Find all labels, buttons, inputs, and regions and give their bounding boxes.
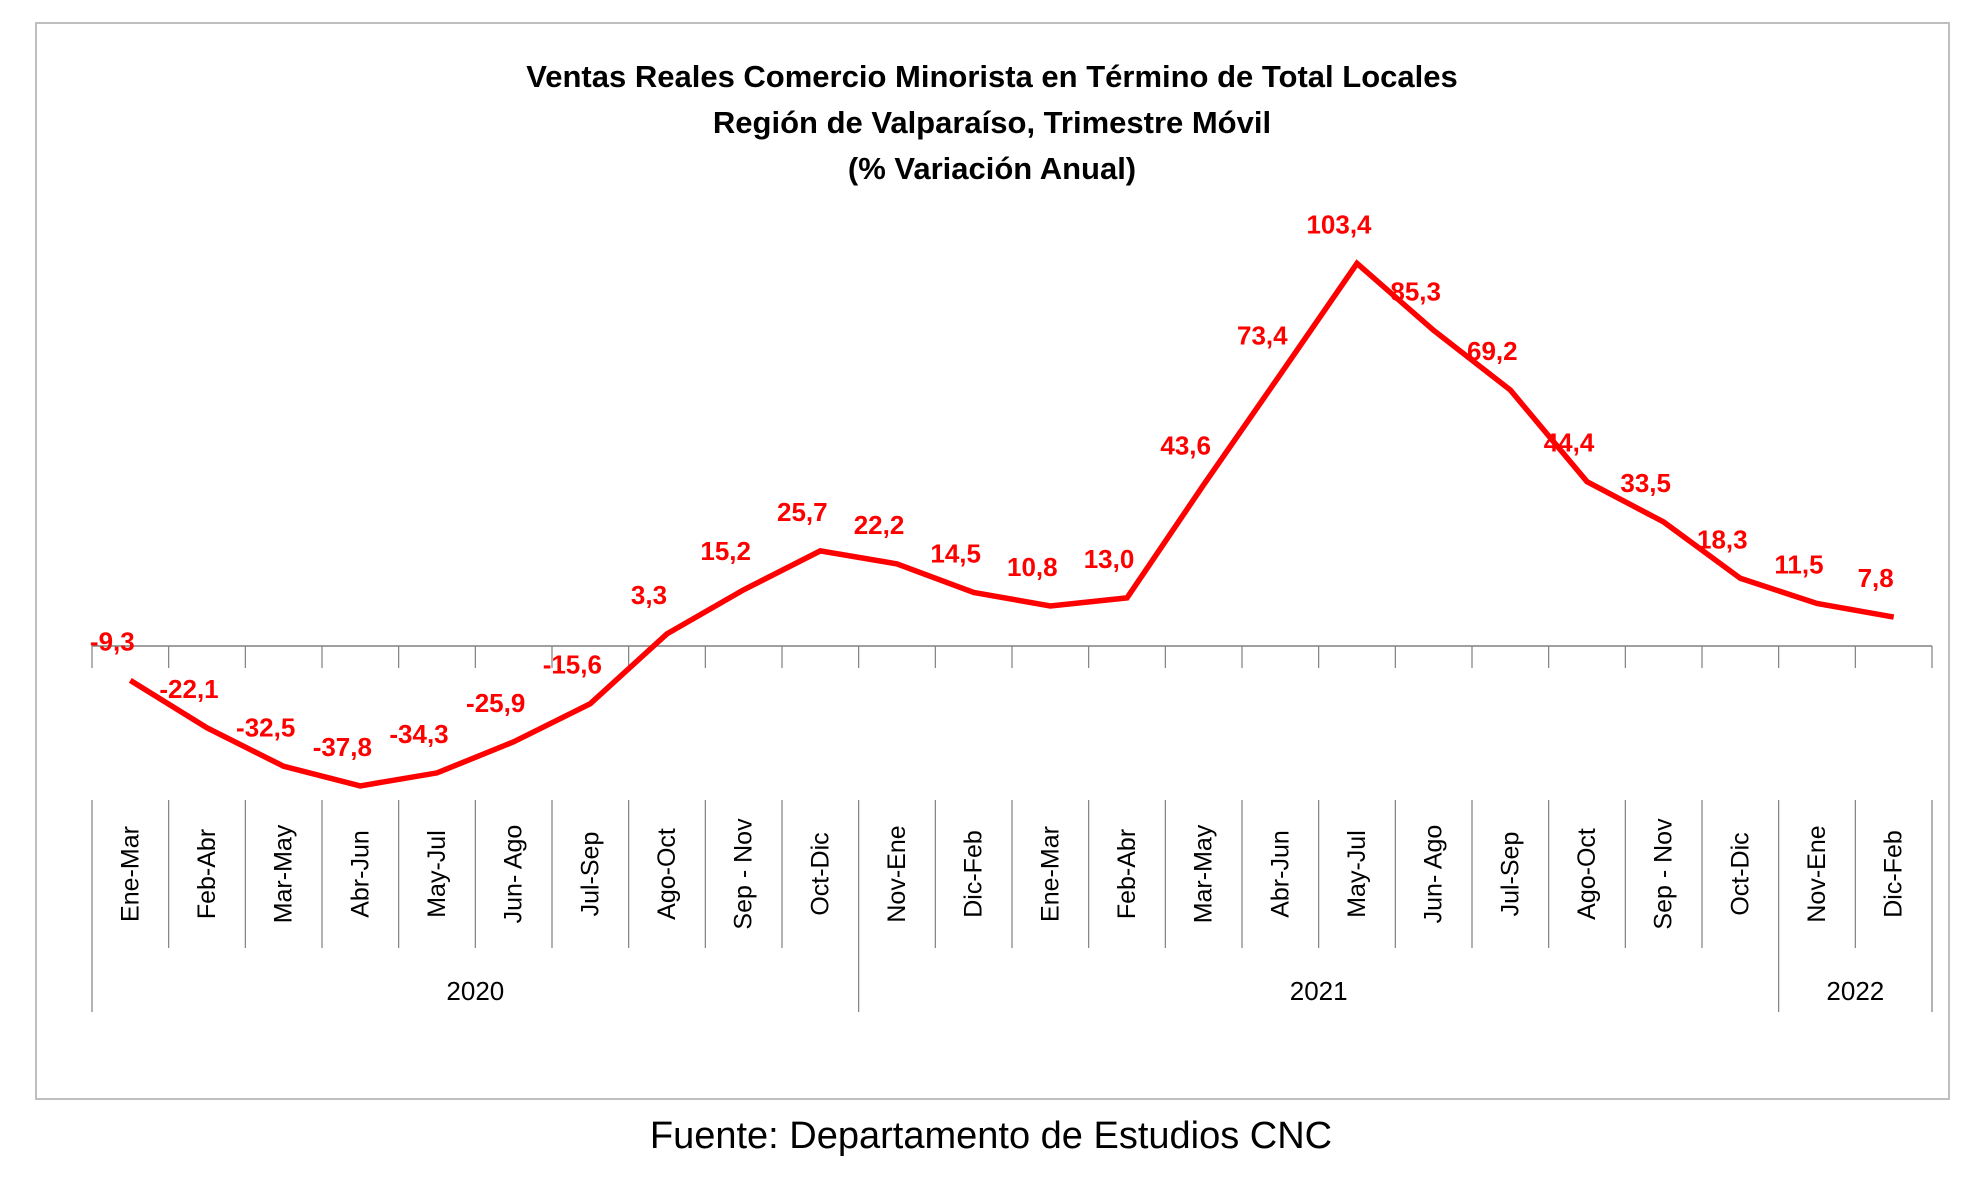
data-label: 73,4: [1237, 320, 1288, 350]
x-tick-label: Ene-Mar: [116, 826, 144, 922]
series-line-group: [128, 259, 1895, 789]
source-note: Fuente: Departamento de Estudios CNC: [649, 1115, 1333, 1157]
x-tick-label: May-Jul: [423, 830, 451, 918]
data-label: 10,8: [1007, 552, 1058, 582]
data-label: 25,7: [777, 497, 828, 527]
data-label: 22,2: [854, 510, 905, 540]
x-tick-label: Ene-Mar: [1036, 826, 1064, 922]
data-label: -15,6: [543, 650, 602, 680]
chart-title-line: Región de Valparaíso, Trimestre Móvil: [713, 105, 1271, 140]
data-label: 85,3: [1390, 276, 1441, 306]
x-tick-label: Ago-Oct: [653, 828, 681, 920]
year-label: 2020: [446, 976, 504, 1006]
data-label: 3,3: [631, 580, 667, 610]
data-label: -25,9: [466, 688, 525, 718]
x-tick-label: Dic-Feb: [960, 830, 988, 918]
data-label: 44,4: [1544, 428, 1595, 458]
x-tick-label: Feb-Abr: [1113, 829, 1141, 919]
chart-title-line: Ventas Reales Comercio Minorista en Térm…: [526, 59, 1457, 94]
x-tick-label: Dic-Feb: [1880, 830, 1908, 918]
data-label: -32,5: [236, 712, 295, 742]
series-line: [128, 259, 1895, 789]
data-label: 13,0: [1084, 544, 1135, 574]
x-tick-label: Feb-Abr: [193, 829, 221, 919]
chart-title: Ventas Reales Comercio Minorista en Térm…: [526, 59, 1457, 186]
x-tick-label: May-Jul: [1343, 830, 1371, 918]
data-label: 7,8: [1858, 563, 1894, 593]
x-tick-label: Oct-Dic: [806, 832, 834, 915]
x-tick-label: Jun- Ago: [1420, 825, 1448, 924]
x-tick-label: Jul-Sep: [576, 832, 604, 917]
data-label: -34,3: [389, 719, 448, 749]
data-labels: -9,3 -22,1 -32,5 -37,8 -34,3 -25,9 -15,6 3,3 15,…: [90, 209, 1894, 761]
data-label: 18,3: [1697, 524, 1748, 554]
x-axis: Ene-Mar Feb-Abr Mar-May Abr-Jun May-Jul Jun- …: [91, 645, 1933, 1012]
year-label: 2022: [1826, 976, 1884, 1006]
chart-frame: [35, 22, 1950, 1100]
data-label: -37,8: [313, 732, 372, 762]
data-label: 103,4: [1306, 209, 1372, 239]
data-label: -22,1: [159, 674, 218, 704]
x-tick-label: Mar-May: [1190, 824, 1218, 923]
data-label: -9,3: [90, 626, 135, 656]
year-label: 2021: [1290, 976, 1348, 1006]
x-tick-label: Abr-Jun: [346, 830, 374, 918]
x-tick-label: Abr-Jun: [1266, 830, 1294, 918]
data-label: 15,2: [700, 536, 751, 566]
data-label: 43,6: [1160, 431, 1211, 461]
x-tick-label: Jul-Sep: [1496, 832, 1524, 917]
x-tick-label: Sep - Nov: [730, 818, 758, 930]
x-tick-label: Mar-May: [270, 824, 298, 923]
line-chart: Ventas Reales Comercio Minorista en Térm…: [90, 59, 1933, 1012]
chart-title-line: (% Variación Anual): [848, 151, 1136, 186]
x-tick-label: Sep - Nov: [1650, 818, 1678, 930]
data-label: 69,2: [1467, 336, 1518, 366]
x-tick-label: Jun- Ago: [500, 825, 528, 924]
x-tick-label: Oct-Dic: [1726, 832, 1754, 915]
x-tick-label: Ago-Oct: [1573, 828, 1601, 920]
x-tick-label: Nov-Ene: [883, 825, 911, 922]
x-tick-label: Nov-Ene: [1803, 825, 1831, 922]
data-label: 14,5: [930, 538, 981, 568]
data-label: 33,5: [1620, 468, 1671, 498]
data-label: 11,5: [1774, 549, 1823, 579]
